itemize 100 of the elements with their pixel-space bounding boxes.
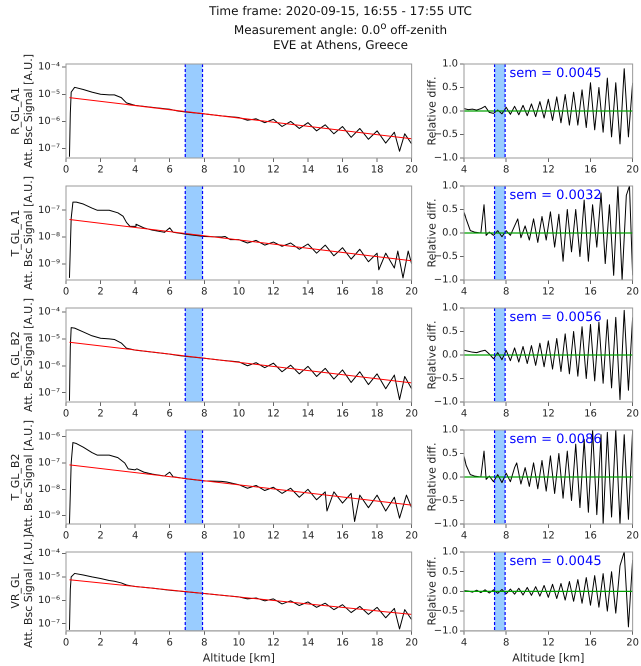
x-tick-label: 8 [502,408,510,420]
y-tick-label: 10⁻⁶ [38,116,60,128]
x-tick-label: 12 [542,530,555,542]
x-tick-label: 20 [405,637,418,648]
x-tick-label: 8 [502,286,510,298]
x-tick-label: 4 [460,637,468,648]
x-tick-label: 4 [132,530,138,542]
x-tick-label: 4 [132,408,138,420]
x-tick-label: 4 [132,164,138,176]
x-tick-label: 12 [267,637,280,648]
y-tick-label: 10⁻⁸ [38,232,60,243]
chart-title: Time frame: 2020-09-15, 16:55 - 17:55 UTC Measurement angle: 0.0$^{o}$ off-zenith EVE at Athens, Greece [208,4,473,53]
x-tick-label: 4 [132,286,138,298]
y-tick-label: 10⁻⁹ [38,510,60,522]
x-tick-label: 16 [584,530,597,542]
x-tick-label: 20 [626,286,640,298]
x-tick-label: 16 [584,164,597,176]
x-tick-label: 4 [460,530,468,542]
x-tick-label: 8 [201,164,208,176]
x-tick-label: 8 [502,637,510,648]
x-tick-label: 0 [62,530,70,542]
annotation: sem = 0.0045 [510,66,602,81]
y-tick-label: 10⁻⁸ [38,484,60,495]
x-tick-label: 8 [201,286,208,298]
y-tick-label: 10⁻⁴ [38,62,60,73]
x-tick-label: 10 [232,164,246,176]
x-tick-label: 0 [62,286,70,298]
x-tick-label: 8 [502,530,510,542]
x-tick-label: 14 [302,637,314,648]
y-tick-label: 1.0 [442,180,458,192]
x-tick-label: 6 [166,286,173,298]
y-tick-label: 10⁻⁴ [38,548,60,560]
y-tick-label: 10⁻⁵ [38,571,60,582]
x-tick-label: 18 [370,164,384,176]
y-tick-label: −1.0 [434,396,458,408]
y-tick-label: 0.5 [442,82,458,94]
x-tick-label: 4 [460,286,468,298]
y-axis-title: T_GL_A1 Att. Bsc Signal [A.U.] [9,176,35,290]
y-tick-label: 0.0 [442,586,458,597]
x-tick-label: 6 [166,530,173,542]
x-tick-label: 16 [336,286,349,298]
y-tick-label: 10⁻⁴ [38,306,60,318]
x-tick-label: 2 [97,164,104,176]
x-tick-label: 12 [267,408,280,420]
y-tick-label: 10⁻⁷ [38,458,60,469]
x-tick-label: 12 [542,637,555,648]
x-tick-label: 18 [370,637,384,648]
x-tick-label: 14 [302,164,314,176]
y-tick-label: −1.0 [434,152,458,164]
x-tick-label: 16 [336,164,349,176]
y-tick-label: 1.0 [442,302,458,314]
x-tick-label: 16 [584,637,597,648]
x-tick-label: 12 [542,286,555,298]
x-tick-label: 2 [97,408,104,420]
x-tick-label: 6 [166,637,173,648]
x-tick-label: 16 [336,530,349,542]
x-tick-label: 4 [132,637,138,648]
y-tick-label: 10⁻⁷ [38,204,60,216]
x-tick-label: 16 [336,637,349,648]
y-tick-label: 10⁻⁵ [38,88,60,100]
x-tick-label: 20 [626,408,640,420]
x-tick-label: 12 [542,408,555,420]
x-tick-label: 18 [370,286,384,298]
x-tick-label: 0 [62,408,70,420]
x-tick-label: 0 [62,637,70,648]
x-tick-label: 8 [201,530,208,542]
y-tick-label: 0.5 [442,204,458,216]
x-tick-label: 12 [542,164,555,176]
x-tick-label: 20 [405,164,418,176]
x-tick-label: 14 [302,286,314,298]
x-tick-label: 10 [232,286,246,298]
x-tick-label: 6 [166,408,173,420]
y-tick-label: 1.0 [442,58,458,70]
y-axis-title: R_GL_B2 Att. Bsc Signal [A.U.] [9,298,35,412]
y-tick-label: 10⁻⁶ [38,431,60,442]
y-tick-label: 0.5 [442,448,458,460]
x-tick-label: 8 [201,408,208,420]
x-tick-label: 4 [460,408,468,420]
y-axis-title: VR_GL Att. Bsc Signal [A.U.] [9,534,35,648]
x-tick-label: 0 [62,164,70,176]
y-tick-label: 0.5 [442,566,458,578]
x-tick-label: 16 [336,408,349,420]
x-tick-label: 16 [584,286,597,298]
x-tick-label: 4 [460,164,468,176]
annotation: sem = 0.0032 [510,188,602,203]
y-tick-label: −1.0 [434,274,458,286]
x-tick-label: 14 [302,530,314,542]
x-tick-label: 10 [232,637,246,648]
x-tick-label: 12 [267,164,280,176]
x-tick-label: 8 [502,164,510,176]
x-tick-label: 2 [97,637,104,648]
x-tick-label: 2 [97,530,104,542]
y-tick-label: 10⁻⁵ [38,333,60,344]
y-axis-title: R_GL_A1 Att. Bsc Signal [A.U.] [9,54,35,168]
y-axis-title: T_GL_B2 Att. Bsc Signal [A.U.] [9,420,35,534]
x-tick-label: 12 [267,530,280,542]
x-tick-label: 10 [232,530,246,542]
y-tick-label: 10⁻⁷ [38,618,60,630]
y-tick-label: 10⁻⁹ [38,258,60,270]
y-tick-label: −1.0 [434,518,458,530]
